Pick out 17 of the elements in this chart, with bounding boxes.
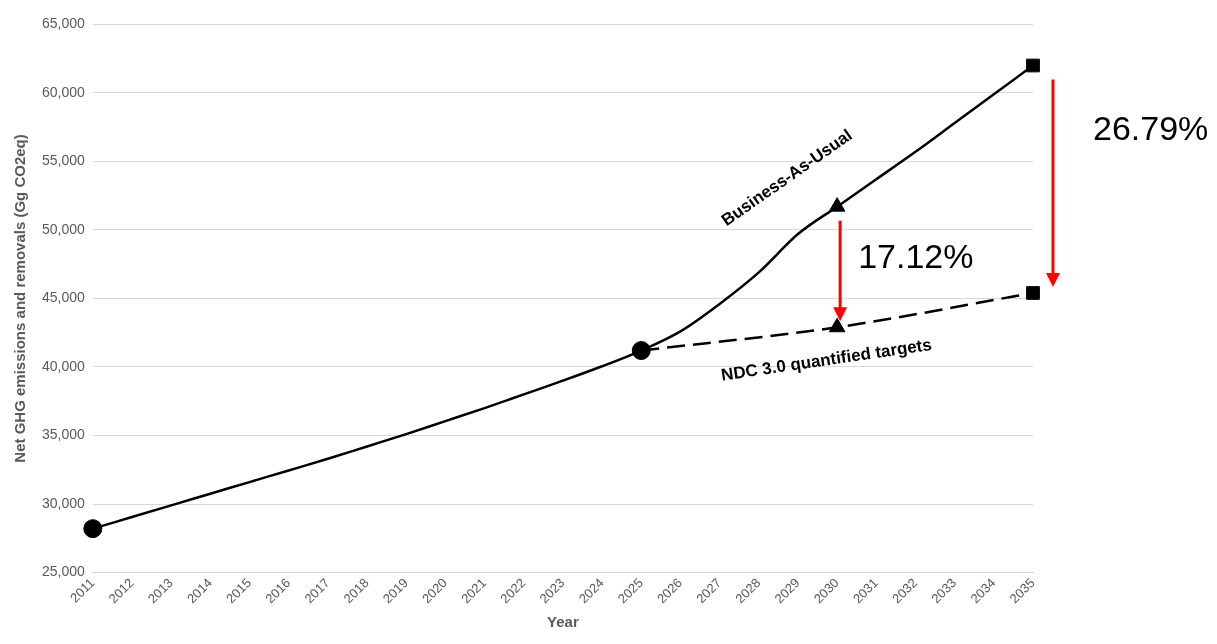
y-tick-label: 45,000 xyxy=(41,289,86,306)
y-tick-label: 35,000 xyxy=(41,426,86,443)
y-tick-label: 40,000 xyxy=(41,357,86,374)
text: NDC 3.0 quantified targets xyxy=(719,334,933,385)
y-tick-label: 30,000 xyxy=(41,494,86,511)
x-axis-title: Year xyxy=(547,613,579,631)
y-tick-label: 55,000 xyxy=(41,152,86,169)
point xyxy=(83,519,103,539)
y-tick-label: 65,000 xyxy=(41,15,86,32)
y-tick-label: 50,000 xyxy=(41,220,86,237)
y-axis-title: Net GHG emissions and removals (Gg CO2eq) xyxy=(11,134,29,463)
y-tick-label: 25,000 xyxy=(41,563,86,580)
point xyxy=(1026,286,1040,300)
text: 26.79% xyxy=(1093,108,1209,147)
annotation: 17.12% xyxy=(858,237,974,276)
y-tick-label: 60,000 xyxy=(41,83,86,100)
point xyxy=(1026,58,1040,73)
